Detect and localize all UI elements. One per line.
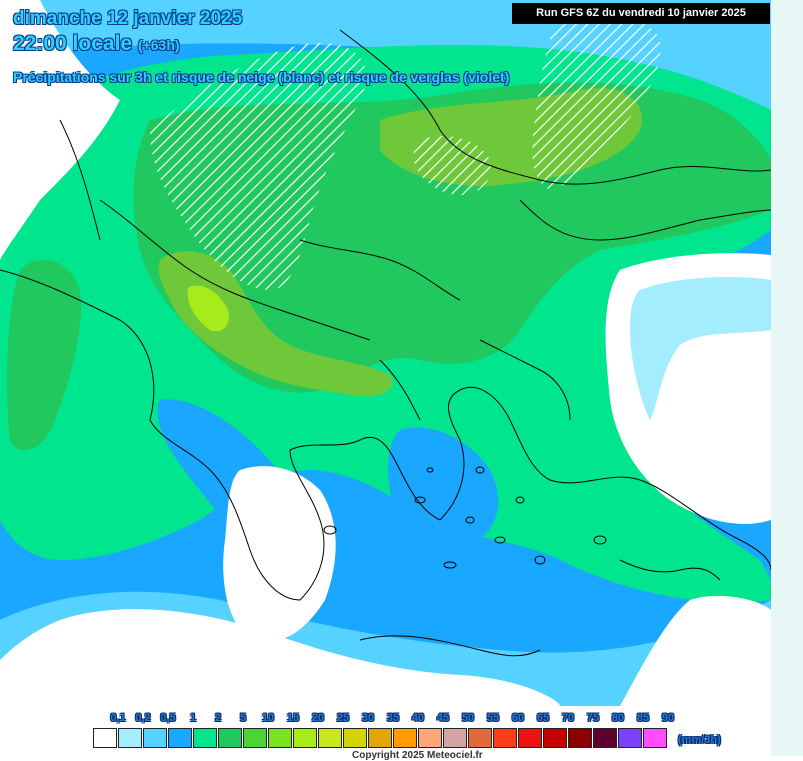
precipitation-map: dimanche 12 janvier 2025 22:00 locale (+… — [0, 0, 771, 706]
legend-tick-label: 50 — [461, 712, 475, 724]
legend-tick-label: 1 — [189, 712, 197, 724]
legend-swatch — [593, 728, 617, 748]
legend-tick-label: 35 — [386, 712, 400, 724]
legend-tick-label: 85 — [636, 712, 650, 724]
legend-unit: (mm/3h) — [678, 734, 721, 746]
legend-swatch — [268, 728, 292, 748]
legend-swatch — [318, 728, 342, 748]
legend-tick-label: 5 — [239, 712, 247, 724]
legend-tick-label: 0,5 — [160, 712, 176, 724]
rain-field-darkgreen-2 — [7, 259, 81, 451]
precipitation-legend: 0,1 0,2 0,5 1 2 5 10 15 20 25 30 35 40 45 50 55 60 65 70 75… — [93, 712, 733, 756]
legend-swatch — [443, 728, 467, 748]
legend-swatch — [518, 728, 542, 748]
dry-zone-ionian — [223, 466, 336, 642]
legend-tick-label: 40 — [411, 712, 425, 724]
legend-swatch — [243, 728, 267, 748]
legend-tick-label: 0,2 — [135, 712, 151, 724]
rain-field-light-ring — [630, 277, 771, 420]
run-banner: Run GFS 6Z du vendredi 10 janvier 2025 — [512, 3, 770, 24]
legend-swatch — [218, 728, 242, 748]
forecast-date: dimanche 12 janvier 2025 — [13, 8, 243, 29]
legend-swatch — [618, 728, 642, 748]
dry-zone-mediterranean — [0, 609, 560, 706]
legend-swatch — [143, 728, 167, 748]
dry-zone-cyprus — [620, 595, 771, 706]
legend-swatch — [568, 728, 592, 748]
rain-field-aegean-blue — [388, 427, 499, 549]
legend-tick-label: 25 — [336, 712, 350, 724]
legend-swatch — [343, 728, 367, 748]
legend-tick-label: 30 — [361, 712, 375, 724]
rain-field-olive — [158, 251, 393, 397]
coastlines — [0, 29, 771, 657]
legend-swatch — [418, 728, 442, 748]
legend-swatch — [643, 728, 667, 748]
legend-tick-label: 80 — [611, 712, 625, 724]
legend-tick-label: 10 — [261, 712, 275, 724]
legend-swatch — [193, 728, 217, 748]
legend-swatch — [393, 728, 417, 748]
snow-risk-area-3 — [413, 136, 491, 195]
legend-tick-label: 0,1 — [110, 712, 126, 724]
legend-swatch — [93, 728, 117, 748]
rain-field-yellowgreen — [187, 285, 229, 332]
map-subtitle: Précipitations sur 3h et risque de neige… — [13, 69, 510, 85]
side-strip — [771, 0, 803, 756]
legend-swatch — [118, 728, 142, 748]
snow-risk-area-2 — [532, 15, 661, 191]
legend-tick-label: 65 — [536, 712, 550, 724]
legend-tick-label: 75 — [586, 712, 600, 724]
legend-swatch — [543, 728, 567, 748]
legend-swatch — [293, 728, 317, 748]
legend-tick-label: 70 — [561, 712, 575, 724]
legend-swatch — [493, 728, 517, 748]
islands — [323, 466, 607, 569]
legend-tick-label: 55 — [486, 712, 500, 724]
legend-swatch — [468, 728, 492, 748]
legend-tick-label: 45 — [436, 712, 450, 724]
map-svg — [0, 0, 771, 706]
snow-risk-area — [150, 42, 367, 291]
legend-tick-label: 90 — [661, 712, 675, 724]
legend-tick-label: 15 — [286, 712, 300, 724]
legend-tick-label: 20 — [311, 712, 325, 724]
dry-zone-nw — [0, 0, 120, 260]
legend-swatch — [168, 728, 192, 748]
legend-tick-label: 60 — [511, 712, 525, 724]
legend-tick-label: 2 — [214, 712, 222, 724]
forecast-offset: (+63h) — [137, 37, 180, 53]
forecast-time-value: 22:00 locale — [13, 32, 133, 55]
legend-swatch — [368, 728, 392, 748]
forecast-time: 22:00 locale (+63h) — [13, 32, 180, 56]
